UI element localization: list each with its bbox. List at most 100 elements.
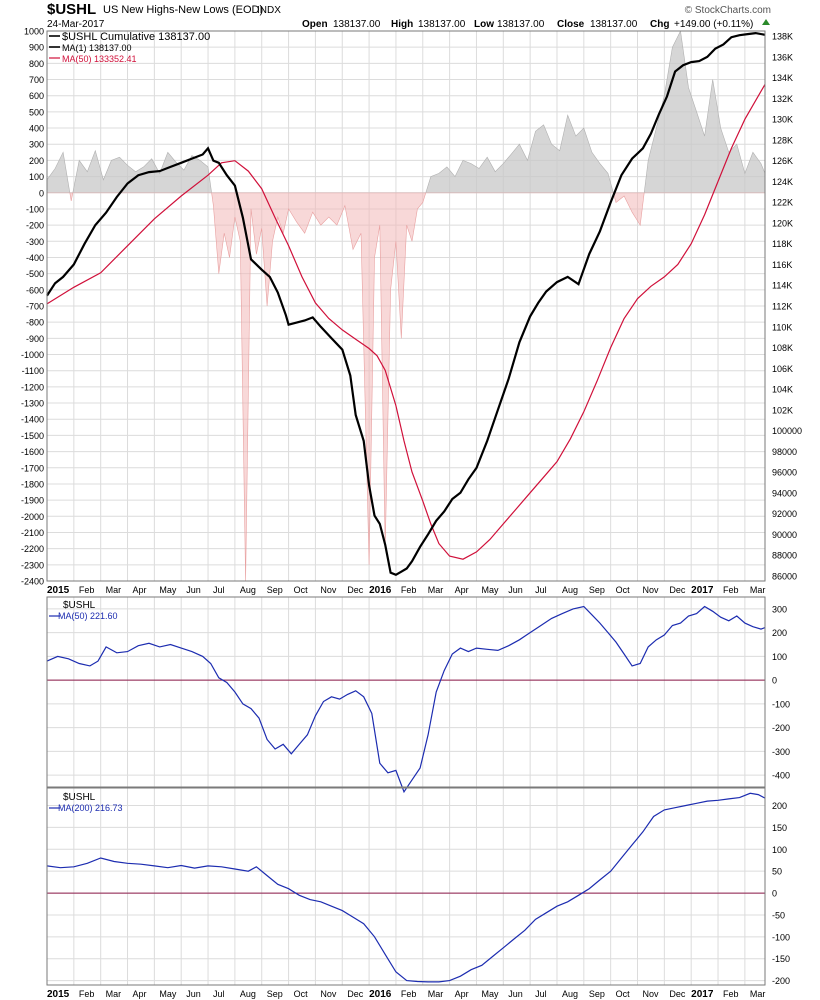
y-tick-label-left: 800 — [29, 59, 44, 69]
ma50-line — [46, 84, 766, 560]
y-tick-label-right: 110K — [772, 322, 792, 332]
y-tick-label-left: 700 — [29, 75, 44, 85]
symbol-title: $USHL — [47, 1, 96, 18]
histogram-negative-area — [47, 192, 765, 581]
y-tick-label-left: -400 — [26, 253, 44, 263]
y-tick-label-right: -200 — [772, 976, 790, 986]
y-tick-label-right: 200 — [772, 801, 787, 811]
index-name: US New Highs-New Lows (EOD) — [103, 4, 263, 16]
legend-ma50: MA(50) 133352.41 — [62, 54, 137, 64]
x-tick-label: Jun — [186, 585, 201, 595]
y-tick-label-right: 0 — [772, 889, 777, 899]
y-tick-label-right: 102K — [772, 405, 793, 415]
legend-ma1: MA(1) 138137.00 — [62, 43, 132, 53]
chart-date: 24-Mar-2017 — [47, 19, 105, 30]
x-tick-label: Jun — [186, 989, 201, 999]
y-tick-label-left: -1000 — [21, 350, 44, 360]
y-tick-label-right: 300 — [772, 604, 787, 614]
x-tick-label: Nov — [320, 585, 337, 595]
watermark: © StockCharts.com — [685, 5, 771, 16]
y-tick-label-left: -1400 — [21, 415, 44, 425]
x-axis-lower: 2015 Feb Mar Apr May Jun Jul Aug Sep Oct Nov Dec 201… — [47, 989, 765, 1000]
y-tick-label-left: -500 — [26, 269, 44, 279]
y-tick-label-right: 124K — [772, 177, 793, 187]
x-tick-label: Dec — [347, 585, 364, 595]
ma50-panel-symbol: $USHL — [63, 600, 96, 611]
y-tick-label-right: 100 — [772, 845, 787, 855]
y-tick-label-right: 150 — [772, 823, 787, 833]
ma50-panel-frame — [46, 596, 766, 788]
open-label: Open — [302, 19, 328, 30]
x-tick-label: Oct — [294, 989, 309, 999]
x-tick-label: May — [159, 585, 177, 595]
y-tick-label-left: 100 — [29, 172, 44, 182]
x-tick-label: 2016 — [369, 989, 392, 1000]
close-label: Close — [557, 19, 585, 30]
x-tick-label: Feb — [401, 585, 417, 595]
x-tick-label: Mar — [428, 585, 444, 595]
exchange-label: INDX — [257, 5, 281, 16]
x-tick-label: May — [159, 989, 177, 999]
y-tick-label-right: 100000 — [772, 426, 802, 436]
main-legend: $USHL Cumulative 138137.00 MA(1) 138137.… — [49, 31, 210, 64]
y-tick-label-left: -1500 — [21, 431, 44, 441]
y-tick-label-left: 500 — [29, 107, 44, 117]
x-tick-label: Feb — [79, 989, 95, 999]
y-tick-label-right: -100 — [772, 932, 790, 942]
x-tick-label: Apr — [455, 989, 469, 999]
y-tick-label-right: 120K — [772, 218, 793, 228]
x-tick-label: Sep — [589, 989, 605, 999]
x-tick-label: Sep — [267, 989, 283, 999]
x-tick-label: Mar — [750, 989, 766, 999]
x-tick-label: May — [481, 585, 499, 595]
y-tick-label-right: 100 — [772, 652, 787, 662]
x-tick-label: 2016 — [369, 585, 392, 596]
histogram-positive-area — [47, 31, 765, 193]
x-axis-upper: 2015 Feb Mar Apr May Jun Jul Aug Sep Oct Nov Dec 201… — [47, 585, 765, 596]
y-tick-label-left: -1700 — [21, 463, 44, 473]
y-tick-label-right: 112K — [772, 302, 792, 312]
y-tick-label-right: 94000 — [772, 488, 797, 498]
y-tick-label-left: -1100 — [22, 366, 44, 376]
x-tick-label: Nov — [643, 585, 660, 595]
x-tick-label: Oct — [616, 585, 631, 595]
cumulative-line — [46, 31, 766, 577]
ma50-panel-legend: MA(50) 221.60 — [58, 611, 118, 621]
y-tick-label-right: 92000 — [772, 509, 797, 519]
y-tick-label-right: -300 — [772, 747, 790, 757]
y-tick-label-left: -1600 — [21, 447, 44, 457]
close-value: 138137.00 — [590, 19, 638, 30]
x-tick-label: Apr — [133, 989, 147, 999]
y-tick-label-left: -600 — [26, 285, 44, 295]
y-tick-label-right: 86000 — [772, 571, 797, 581]
y-tick-label-left: -2300 — [21, 560, 44, 570]
x-tick-label: Mar — [428, 989, 444, 999]
y-tick-label-left: 900 — [29, 43, 44, 53]
y-tick-label-right: -50 — [772, 910, 785, 920]
y-tick-label-right: 132K — [772, 94, 793, 104]
x-tick-label: Aug — [562, 585, 578, 595]
x-tick-label: Oct — [294, 585, 309, 595]
y-tick-label-left: -800 — [26, 318, 44, 328]
ma200-panel-legend: MA(200) 216.73 — [58, 803, 123, 813]
y-tick-label-right: -200 — [772, 723, 790, 733]
y-tick-label-left: -900 — [26, 334, 44, 344]
y-tick-label-right: -150 — [772, 954, 790, 964]
open-value: 138137.00 — [333, 19, 381, 30]
y-tick-label-left: -2400 — [21, 577, 44, 587]
y-tick-label-right: 96000 — [772, 468, 797, 478]
y-tick-label-right: 136K — [772, 52, 793, 62]
y-tick-label-left: 0 — [39, 188, 44, 198]
x-tick-label: Aug — [240, 585, 256, 595]
low-label: Low — [474, 19, 494, 30]
y-tick-label-left: -100 — [26, 204, 44, 214]
x-tick-label: Aug — [562, 989, 578, 999]
x-tick-label: Mar — [106, 585, 122, 595]
x-tick-label: Apr — [455, 585, 469, 595]
y-tick-label-right: 50 — [772, 867, 782, 877]
low-value: 138137.00 — [497, 19, 545, 30]
x-tick-label: Nov — [320, 989, 337, 999]
y-tick-label-right: 118K — [772, 239, 792, 249]
x-tick-label: Feb — [401, 989, 417, 999]
